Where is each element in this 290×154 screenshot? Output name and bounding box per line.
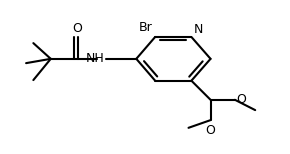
Text: N: N [194, 23, 203, 36]
Text: Br: Br [139, 21, 152, 34]
Text: NH: NH [86, 52, 104, 65]
Text: O: O [206, 124, 215, 137]
Text: O: O [236, 93, 246, 105]
Text: O: O [72, 22, 82, 35]
